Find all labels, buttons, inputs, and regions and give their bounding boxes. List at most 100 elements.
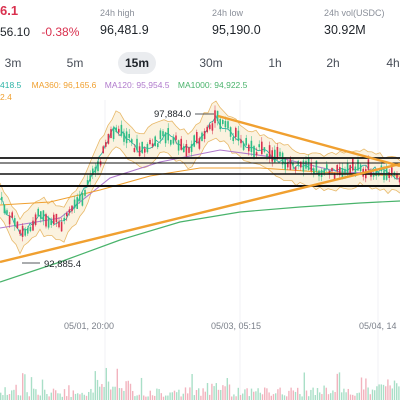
low-marker-annotation: 92,885.4	[22, 259, 81, 270]
volume-bar	[279, 387, 281, 400]
candle	[253, 146, 255, 158]
volume-bar	[321, 394, 323, 400]
candle	[154, 136, 156, 147]
candle	[125, 131, 128, 144]
volume-bar	[382, 384, 385, 400]
volume-bar	[46, 393, 48, 400]
volume-bar	[308, 396, 310, 400]
tab-interval-3m[interactable]: 3m	[4, 56, 22, 70]
candle	[115, 127, 117, 132]
candle	[40, 211, 42, 219]
high-marker-annotation: 97,884.0	[154, 109, 214, 120]
volume-bar	[30, 377, 33, 400]
volume-bar	[275, 393, 277, 400]
volume-bar	[297, 387, 299, 400]
candle	[32, 220, 34, 231]
low-marker-label: 92,885.4	[44, 259, 81, 270]
volume-bar	[264, 387, 266, 400]
volume-bar	[224, 386, 226, 400]
volume-bar	[81, 392, 83, 400]
volume-bar	[101, 384, 103, 400]
volume-bar	[200, 395, 202, 400]
candle	[328, 170, 331, 175]
volume-bar	[17, 395, 19, 400]
volume-bar	[246, 388, 248, 400]
candle	[138, 146, 141, 157]
candle	[136, 138, 138, 151]
candle	[50, 220, 52, 225]
volume-bar	[389, 385, 391, 400]
candle	[133, 148, 136, 153]
chart-gridlines	[104, 100, 379, 400]
volume-bar	[334, 391, 336, 400]
volume-bar	[52, 388, 55, 400]
volume-bar	[305, 390, 308, 400]
candle	[71, 205, 73, 212]
candle	[227, 121, 229, 129]
candle	[24, 229, 26, 236]
volume-bar	[74, 393, 77, 400]
volume-bar	[352, 394, 354, 400]
candle	[229, 127, 232, 137]
volume-bar	[129, 383, 132, 400]
volume-bar	[143, 395, 145, 400]
volume-bar	[173, 390, 176, 400]
candle	[354, 166, 357, 177]
candle	[383, 170, 385, 180]
candle	[180, 138, 182, 150]
candle	[198, 138, 201, 149]
candles	[1, 105, 400, 242]
candle	[66, 212, 68, 217]
candle	[398, 177, 400, 183]
volume-bar	[325, 387, 327, 400]
candle	[279, 151, 281, 157]
candle	[346, 163, 349, 174]
stat-24h-low-value: 95,190.0	[212, 23, 261, 37]
volume-bar	[371, 389, 374, 400]
candle	[128, 133, 130, 138]
volume-bar	[145, 396, 147, 400]
candle	[37, 208, 39, 217]
volume-bar	[312, 387, 314, 400]
volume-bar	[8, 394, 11, 400]
candle	[167, 128, 169, 141]
x-axis-label-2: 05/03, 05:15	[211, 321, 262, 331]
candle	[172, 137, 175, 144]
volume-bar	[114, 386, 116, 400]
tab-interval-2h[interactable]: 2h	[326, 56, 340, 70]
volume-bar	[360, 377, 363, 400]
tab-interval-1h[interactable]: 1h	[268, 56, 282, 70]
tab-interval-4h[interactable]: 4h	[386, 56, 400, 70]
candle	[27, 228, 29, 234]
candle	[359, 164, 362, 172]
candle	[102, 146, 104, 153]
candle	[305, 160, 307, 169]
candle	[68, 209, 71, 213]
candle	[45, 214, 47, 227]
volume-bar	[272, 394, 275, 400]
tab-interval-15m[interactable]: 15m	[118, 52, 156, 74]
tab-interval-5m[interactable]: 5m	[66, 56, 84, 70]
volume-bar	[154, 395, 156, 400]
tab-interval-30m[interactable]: 30m	[199, 56, 223, 70]
change-pct: -0.38%	[41, 25, 80, 39]
volume-bar	[257, 388, 259, 400]
stat-24h-high-label: 24h high	[100, 8, 135, 18]
trendlines	[0, 114, 400, 264]
candle	[8, 215, 11, 225]
volume-bar	[378, 384, 380, 400]
ma360-value: MA360: 96,165.6	[31, 80, 97, 90]
candle	[300, 161, 302, 168]
candle	[63, 217, 65, 221]
candle	[349, 165, 351, 174]
volume-bar	[299, 394, 301, 400]
volume-bar	[193, 395, 195, 400]
candle	[341, 168, 344, 179]
bollinger-band	[0, 100, 400, 255]
last-price: 6.1	[0, 3, 19, 18]
volume-bar	[116, 368, 118, 400]
volume-bar	[189, 387, 191, 400]
volume-bar	[213, 386, 215, 400]
volume-bar	[59, 393, 61, 400]
